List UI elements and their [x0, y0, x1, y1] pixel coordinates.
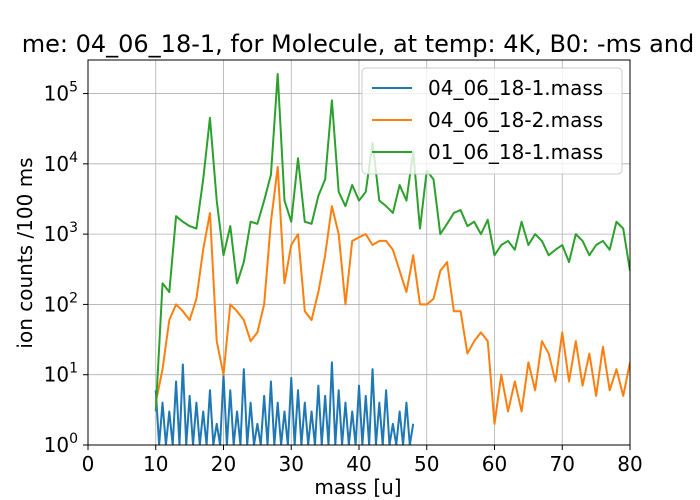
x-tick-label: 80 — [617, 452, 642, 476]
y-tick-label: 105 — [44, 80, 78, 106]
x-tick-label: 60 — [482, 452, 507, 476]
series-line-2 — [154, 166, 630, 425]
x-tick-label: 50 — [414, 452, 439, 476]
y-axis: 100 101 102 103 104 105 — [44, 80, 88, 457]
y-tick-label: 100 — [44, 431, 78, 457]
x-tick-label: 20 — [211, 452, 236, 476]
series-line-3 — [154, 72, 630, 412]
legend-box — [361, 67, 623, 175]
chart-title: me: 04_06_18-1, for Molecule, at temp: 4… — [22, 30, 695, 58]
series-line-1 — [154, 361, 415, 445]
x-tick-label: 70 — [550, 452, 575, 476]
y-tick-label: 101 — [44, 361, 78, 387]
y-tick-label: 103 — [44, 220, 78, 246]
legend-label-1: 04_06_18-1.mass — [428, 76, 603, 100]
y-axis-label: ion counts /100 ms — [13, 157, 37, 348]
x-axis: 0 10 20 30 40 50 60 70 80 — [82, 445, 643, 476]
x-tick-label: 0 — [82, 452, 95, 476]
x-tick-label: 30 — [279, 452, 304, 476]
legend: 04_06_18-1.mass 04_06_18-2.mass 01_06_18-1… — [361, 67, 623, 175]
y-tick-label: 102 — [44, 290, 78, 316]
series-lines — [154, 72, 630, 445]
legend-label-3: 01_06_18-1.mass — [428, 140, 603, 164]
y-tick-label: 104 — [44, 150, 78, 176]
legend-label-2: 04_06_18-2.mass — [428, 108, 603, 132]
x-tick-label: 10 — [143, 452, 168, 476]
x-axis-label: mass [u] — [314, 475, 401, 499]
x-tick-label: 40 — [346, 452, 371, 476]
